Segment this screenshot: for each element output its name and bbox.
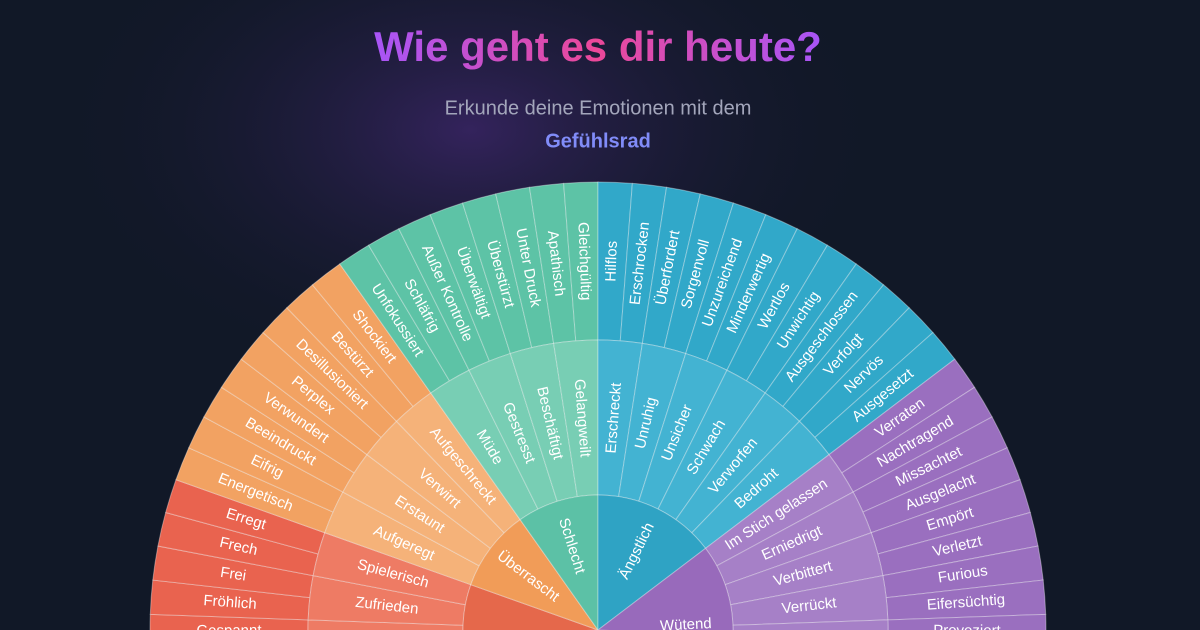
sub-label: Verrückt — [781, 594, 838, 617]
title: Wie geht es dir heute? — [374, 23, 822, 70]
highlight: Gefühlsrad — [545, 130, 651, 152]
wheel: GespanntFröhlichFreiZufriedenFrechErregt… — [149, 181, 1047, 630]
sub-label: Zufrieden — [354, 594, 419, 618]
core-label: Wütend — [660, 615, 713, 630]
core-segment — [470, 518, 599, 630]
core-segment — [597, 494, 707, 630]
leaf-label: Hilflos — [602, 241, 621, 282]
core-segment — [597, 547, 734, 630]
sub-label: Gelangweilt — [571, 378, 594, 458]
subtitle: Erkunde deine Emotionen mit dem — [445, 97, 752, 119]
sub-label: Erschreckt — [603, 381, 625, 454]
leaf-label: Fröhlich — [203, 592, 257, 613]
leaf-label: Gleichgültig — [574, 222, 594, 301]
leaf-label: Frei — [219, 564, 247, 585]
leaf-label: Provoziert — [933, 622, 1001, 630]
core-segment — [462, 584, 599, 630]
leaf-label: Eifersüchtig — [926, 591, 1005, 614]
core-segment — [519, 494, 599, 630]
leaf-label: Gespannt — [196, 622, 262, 630]
